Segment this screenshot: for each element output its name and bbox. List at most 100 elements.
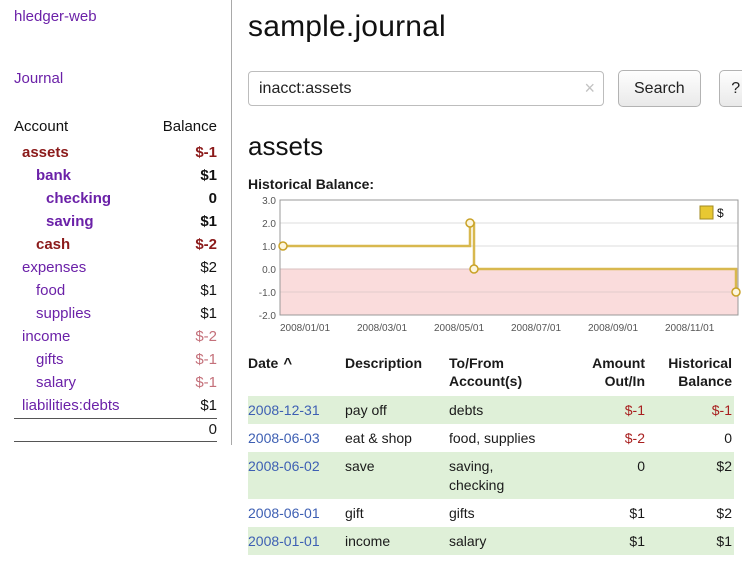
y-tick-label: -1.0	[259, 288, 277, 299]
transaction-accounts: salary	[449, 532, 487, 549]
data-point-marker	[278, 241, 288, 251]
account-link[interactable]: liabilities:debts	[22, 397, 120, 414]
account-balance: $-1	[195, 351, 217, 368]
search-button[interactable]: Search	[618, 70, 701, 107]
description-column-header: Description	[345, 355, 423, 371]
transaction-amount: $-2	[624, 430, 645, 447]
transaction-description: save	[345, 458, 375, 475]
account-row-liabilities-debts: liabilities:debts $1	[14, 394, 217, 417]
transaction-amount: 0	[637, 458, 645, 475]
plot-border	[279, 199, 739, 316]
register-row: 2008-12-31 pay off debts $-1 $-1	[248, 396, 734, 425]
account-link[interactable]: expenses	[22, 259, 87, 276]
transaction-description: eat & shop	[345, 430, 412, 447]
page-title: sample.journal	[248, 10, 446, 43]
account-balance: $1	[200, 167, 217, 184]
chart-svg: 3.0 2.0 1.0 0.0 -1.0 -2.0	[259, 196, 741, 334]
transaction-accounts: debts	[449, 402, 484, 418]
transaction-description: gift	[345, 504, 364, 521]
x-tick-label: 2008/09/01	[588, 323, 638, 334]
balance-header-line2: Balance	[678, 372, 732, 389]
account-row-checking: checking 0	[14, 187, 217, 210]
y-tick-label: 2.0	[262, 219, 276, 230]
transaction-date-link[interactable]: 2008-06-02	[248, 458, 320, 475]
sidebar: hledger-web Journal Account Balance asse…	[0, 0, 232, 445]
amount-column-header: Amount Out/In	[569, 352, 647, 396]
account-link[interactable]: assets	[22, 144, 69, 161]
sort-ascending-icon[interactable]: ^	[283, 355, 293, 372]
account-row-salary: salary $-1	[14, 371, 217, 394]
search-input[interactable]	[248, 71, 604, 106]
x-tick-label: 2008/01/01	[280, 323, 330, 334]
transaction-accounts: saving, checking	[449, 458, 505, 493]
account-balance: $-2	[195, 236, 217, 253]
sidebar-item-journal[interactable]: Journal	[14, 70, 64, 87]
y-tick-label: 3.0	[262, 196, 276, 207]
transaction-balance: $2	[716, 504, 732, 521]
search-bar: × Search ?	[248, 70, 742, 107]
search-input-wrap: ×	[248, 71, 604, 106]
account-link[interactable]: salary	[36, 374, 77, 391]
account-row-expenses: expenses $2	[14, 256, 217, 279]
transaction-balance: $1	[716, 532, 732, 549]
account-row-cash: cash $-2	[14, 233, 217, 256]
main-content: sample.journal × Search ? assets Histori…	[232, 0, 742, 582]
data-point-marker	[731, 287, 741, 297]
account-row-saving: saving $1	[14, 210, 217, 233]
transaction-date-link[interactable]: 2008-12-31	[248, 402, 320, 418]
account-balance: $-1	[195, 144, 217, 161]
account-link[interactable]: income	[22, 328, 71, 345]
register-row: 2008-01-01 income salary $1 $1	[248, 526, 734, 556]
account-row-bank: bank $1	[14, 164, 217, 187]
account-heading: assets	[248, 131, 324, 161]
historical-balance-chart: 3.0 2.0 1.0 0.0 -1.0 -2.0	[248, 194, 742, 340]
transaction-date-link[interactable]: 2008-06-01	[248, 504, 320, 521]
transaction-balance: $2	[716, 458, 732, 475]
account-row-gifts: gifts $-1	[14, 348, 217, 371]
accounts-column-header: To/From Account(s)	[449, 352, 569, 396]
transaction-amount: $1	[629, 504, 645, 521]
account-link[interactable]: cash	[36, 236, 71, 253]
account-link[interactable]: checking	[46, 190, 112, 207]
transaction-date-link[interactable]: 2008-01-01	[248, 532, 320, 549]
data-point-marker	[469, 264, 479, 274]
transaction-amount: $-1	[624, 402, 645, 418]
register-row: 2008-06-02 save saving, checking 0 $2	[248, 452, 734, 499]
account-row-assets: assets $-1	[14, 141, 217, 164]
account-column-header: Account	[14, 118, 69, 135]
y-tick-label: 1.0	[262, 242, 276, 253]
register-row: 2008-06-03 eat & shop food, supplies $-2…	[248, 424, 734, 452]
accounts-header-line1: To/From	[449, 355, 504, 371]
account-balance: $1	[200, 305, 217, 322]
accounts-total: 0	[14, 418, 217, 442]
register-row: 2008-06-01 gift gifts $1 $2	[248, 499, 734, 527]
x-tick-label: 2008/07/01	[511, 323, 561, 334]
register-header-row: Date ^ Description To/From Account(s) Amo…	[248, 352, 734, 396]
account-link[interactable]: bank	[36, 167, 72, 184]
transaction-description: pay off	[345, 402, 387, 418]
account-link[interactable]: gifts	[36, 351, 64, 368]
register-table: Date ^ Description To/From Account(s) Amo…	[248, 352, 734, 556]
transaction-description: income	[345, 532, 391, 549]
transaction-date-link[interactable]: 2008-06-03	[248, 430, 320, 447]
app-title-link[interactable]: hledger-web	[14, 8, 97, 25]
amount-header-line2: Out/In	[604, 372, 645, 389]
account-balance: $1	[200, 397, 217, 414]
account-balance: $-2	[195, 328, 217, 345]
clear-search-icon[interactable]: ×	[584, 78, 595, 98]
transaction-accounts: gifts	[449, 504, 475, 521]
transaction-balance: 0	[724, 430, 732, 447]
x-tick-label: 2008/03/01	[357, 323, 407, 334]
account-row-food: food $1	[14, 279, 217, 302]
transaction-balance: $-1	[711, 402, 732, 418]
balance-column-header: Balance	[162, 118, 217, 135]
account-balance: $2	[200, 259, 217, 276]
accounts-table-header: Account Balance	[14, 118, 217, 141]
account-link[interactable]: supplies	[36, 305, 92, 322]
account-balance: $1	[200, 213, 217, 230]
help-button[interactable]: ?	[718, 70, 742, 107]
account-link[interactable]: saving	[46, 213, 94, 230]
date-column-header[interactable]: Date ^	[248, 352, 345, 396]
account-balance: 0	[208, 190, 217, 207]
account-link[interactable]: food	[36, 282, 66, 299]
